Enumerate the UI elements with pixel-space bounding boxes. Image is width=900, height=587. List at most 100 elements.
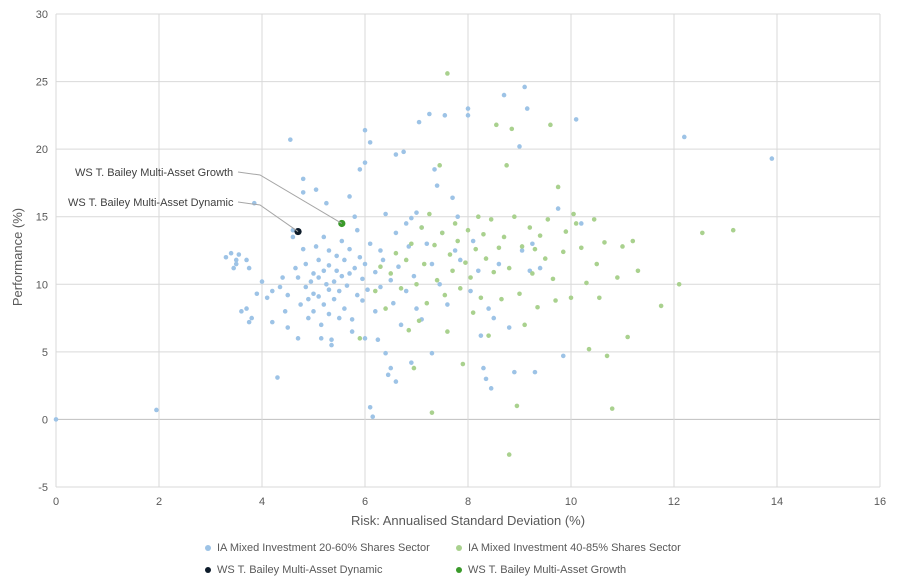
data-point bbox=[223, 254, 229, 260]
data-point bbox=[597, 295, 602, 301]
data-point bbox=[499, 296, 504, 302]
legend-marker bbox=[456, 545, 462, 551]
data-point bbox=[396, 264, 401, 270]
data-point bbox=[445, 302, 450, 307]
data-point bbox=[424, 300, 430, 306]
legend-item-ia-20-60: IA Mixed Investment 20-60% Shares Sector bbox=[205, 540, 430, 556]
data-point bbox=[465, 113, 471, 118]
data-point bbox=[259, 279, 265, 284]
data-point bbox=[383, 350, 388, 356]
y-tick-label: 25 bbox=[36, 77, 48, 89]
data-point bbox=[349, 317, 355, 322]
data-point bbox=[555, 184, 561, 190]
data-point bbox=[280, 275, 285, 280]
data-point bbox=[306, 315, 311, 321]
data-point bbox=[233, 261, 239, 267]
data-point bbox=[316, 294, 321, 299]
data-point bbox=[308, 279, 314, 284]
data-point bbox=[676, 281, 682, 287]
data-point bbox=[501, 234, 507, 240]
data-point bbox=[437, 163, 442, 168]
tick-labels: -5 0 5 10 15 20 25 30 0 2 4 6 8 10 12 14 16 bbox=[36, 9, 886, 508]
y-tick-label: 15 bbox=[36, 212, 48, 224]
data-point bbox=[373, 269, 378, 275]
data-point bbox=[434, 277, 440, 283]
data-point bbox=[545, 217, 551, 222]
annotation-leader-line bbox=[237, 171, 343, 224]
data-point bbox=[630, 238, 636, 244]
data-point bbox=[494, 122, 499, 128]
data-point bbox=[460, 361, 466, 367]
data-point bbox=[560, 249, 566, 255]
data-point bbox=[388, 365, 394, 371]
data-point bbox=[311, 309, 316, 314]
x-tick-label: 8 bbox=[465, 496, 471, 508]
data-point bbox=[473, 246, 479, 252]
data-point bbox=[385, 372, 391, 378]
data-point bbox=[357, 167, 363, 172]
data-point bbox=[277, 284, 283, 290]
legend-marker bbox=[205, 567, 211, 573]
gridlines bbox=[55, 13, 881, 488]
data-point bbox=[488, 217, 494, 222]
legend-item-ia-40-85: IA Mixed Investment 40-85% Shares Sector bbox=[456, 540, 681, 556]
data-point bbox=[501, 92, 507, 98]
data-point bbox=[347, 246, 352, 252]
data-point bbox=[362, 336, 368, 341]
data-point bbox=[393, 230, 399, 236]
data-point bbox=[579, 245, 584, 251]
y-tick-label: -5 bbox=[38, 482, 48, 494]
data-point bbox=[347, 194, 352, 199]
data-point bbox=[496, 261, 502, 267]
data-point bbox=[532, 246, 538, 252]
data-point bbox=[326, 248, 332, 253]
data-point bbox=[522, 322, 527, 328]
data-point bbox=[450, 195, 455, 201]
data-point bbox=[403, 288, 409, 294]
x-axis-title: Risk: Annualised Standard Deviation (%) bbox=[351, 513, 585, 528]
data-point bbox=[427, 111, 432, 117]
data-point bbox=[354, 227, 360, 233]
data-point bbox=[339, 238, 345, 244]
data-point bbox=[414, 281, 419, 287]
data-point bbox=[228, 250, 234, 256]
data-point bbox=[465, 227, 471, 233]
data-point bbox=[357, 254, 363, 260]
data-point bbox=[455, 238, 461, 244]
data-point bbox=[455, 214, 461, 220]
data-point bbox=[769, 156, 775, 161]
data-point bbox=[411, 273, 417, 279]
data-point bbox=[367, 241, 373, 247]
data-point bbox=[730, 227, 736, 233]
data-point bbox=[352, 214, 358, 220]
data-point bbox=[324, 281, 329, 287]
data-point bbox=[416, 119, 422, 125]
data-point bbox=[300, 246, 306, 252]
data-point bbox=[321, 268, 327, 274]
data-point bbox=[573, 221, 579, 226]
data-point bbox=[393, 152, 399, 157]
data-point bbox=[442, 113, 448, 118]
data-point bbox=[336, 315, 342, 321]
data-point bbox=[537, 233, 543, 238]
data-point bbox=[398, 322, 404, 328]
data-point bbox=[282, 309, 288, 314]
data-point bbox=[429, 350, 435, 356]
data-point bbox=[602, 240, 607, 245]
data-point bbox=[373, 288, 378, 294]
data-point bbox=[303, 261, 309, 267]
data-point bbox=[244, 306, 249, 311]
data-point bbox=[300, 176, 306, 182]
data-point bbox=[414, 210, 419, 215]
data-point bbox=[488, 386, 494, 391]
data-point bbox=[424, 241, 430, 247]
x-tick-label: 6 bbox=[362, 496, 368, 508]
x-tick-label: 16 bbox=[874, 496, 886, 508]
data-point bbox=[512, 369, 517, 375]
annotation-label: WS T. Bailey Multi-Asset Dynamic bbox=[68, 197, 234, 209]
data-point bbox=[522, 84, 527, 90]
data-point bbox=[318, 336, 324, 341]
legend-label: WS T. Bailey Multi-Asset Growth bbox=[468, 564, 627, 576]
data-point bbox=[329, 337, 334, 342]
data-point bbox=[403, 257, 409, 263]
